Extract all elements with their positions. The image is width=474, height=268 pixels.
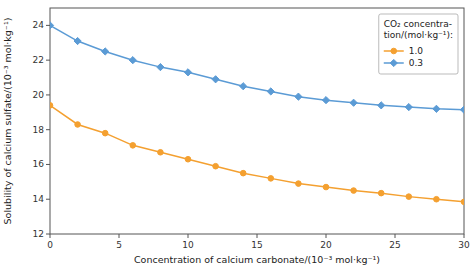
series-marker: [268, 176, 274, 182]
series-marker: [158, 149, 164, 155]
legend-box: [379, 14, 458, 74]
y-tick-label: 12: [33, 229, 44, 239]
series-marker: [129, 57, 136, 64]
series-marker: [50, 103, 53, 109]
series-marker: [130, 143, 136, 149]
y-tick-label: 16: [33, 159, 45, 169]
legend-swatch-marker: [390, 59, 397, 66]
x-tick: [464, 234, 465, 238]
x-tick-label: 15: [251, 240, 262, 250]
series-line: [50, 105, 464, 201]
y-tick: [46, 60, 50, 61]
x-tick: [326, 234, 327, 238]
y-tick: [46, 25, 50, 26]
series-marker: [212, 76, 219, 83]
series-marker: [267, 88, 274, 95]
legend-title: CO₂ concentra-: [384, 19, 452, 29]
legend-label: 1.0: [409, 46, 424, 56]
legend-title: tion/(mol·kg⁻¹):: [384, 30, 453, 40]
series-marker: [75, 122, 81, 128]
series-marker: [434, 196, 440, 202]
legend-swatch-marker: [391, 48, 397, 54]
series-marker: [184, 69, 191, 76]
x-tick-label: 20: [320, 240, 332, 250]
x-tick-label: 0: [47, 240, 53, 250]
y-axis-label: Solubility of calcium sulfate/(10⁻³ mol·…: [2, 18, 13, 225]
y-tick-label: 14: [33, 194, 45, 204]
series-marker: [378, 190, 384, 196]
legend: CO₂ concentra-tion/(mol·kg⁻¹): 1.0 0.3: [379, 14, 458, 74]
y-tick: [46, 164, 50, 165]
series-marker: [378, 102, 385, 109]
x-tick: [257, 234, 258, 238]
x-tick: [395, 234, 396, 238]
x-tick-label: 5: [116, 240, 122, 250]
series-marker: [460, 106, 464, 113]
series-marker: [74, 37, 81, 44]
series-marker: [185, 156, 191, 162]
series-marker: [351, 188, 357, 194]
legend-label: 0.3: [409, 58, 423, 68]
x-axis-label: Concentration of calcium carbonate/(10⁻³…: [134, 254, 380, 265]
y-tick-label: 18: [33, 125, 45, 135]
series-marker: [323, 184, 329, 190]
series-marker: [240, 170, 246, 176]
series-marker: [405, 103, 412, 110]
y-tick: [46, 234, 50, 235]
series-marker: [102, 130, 108, 136]
series-marker: [406, 194, 412, 200]
x-tick: [119, 234, 120, 238]
x-tick: [188, 234, 189, 238]
series-marker: [50, 22, 54, 29]
series-marker: [296, 181, 302, 187]
series-marker: [350, 99, 357, 106]
series-marker: [461, 199, 464, 205]
chart: 0 5 10 15 20 25 30 12 14 16 18 20 22 24 Concentration …: [0, 0, 474, 268]
series-marker: [102, 48, 109, 55]
plot-frame: [50, 8, 464, 234]
series-marker: [240, 83, 247, 90]
x-tick-label: 10: [182, 240, 194, 250]
y-tick: [46, 94, 50, 95]
x-tick: [50, 234, 51, 238]
y-tick-label: 20: [33, 90, 45, 100]
series-marker: [213, 163, 219, 169]
y-tick: [46, 199, 50, 200]
series-marker: [157, 64, 164, 71]
x-tick-label: 30: [458, 240, 470, 250]
y-tick-label: 24: [33, 20, 45, 30]
series-marker: [322, 97, 329, 104]
x-tick-label: 25: [389, 240, 400, 250]
y-tick: [46, 129, 50, 130]
series-marker: [295, 93, 302, 100]
series-marker: [433, 105, 440, 112]
y-tick-label: 22: [33, 55, 44, 65]
